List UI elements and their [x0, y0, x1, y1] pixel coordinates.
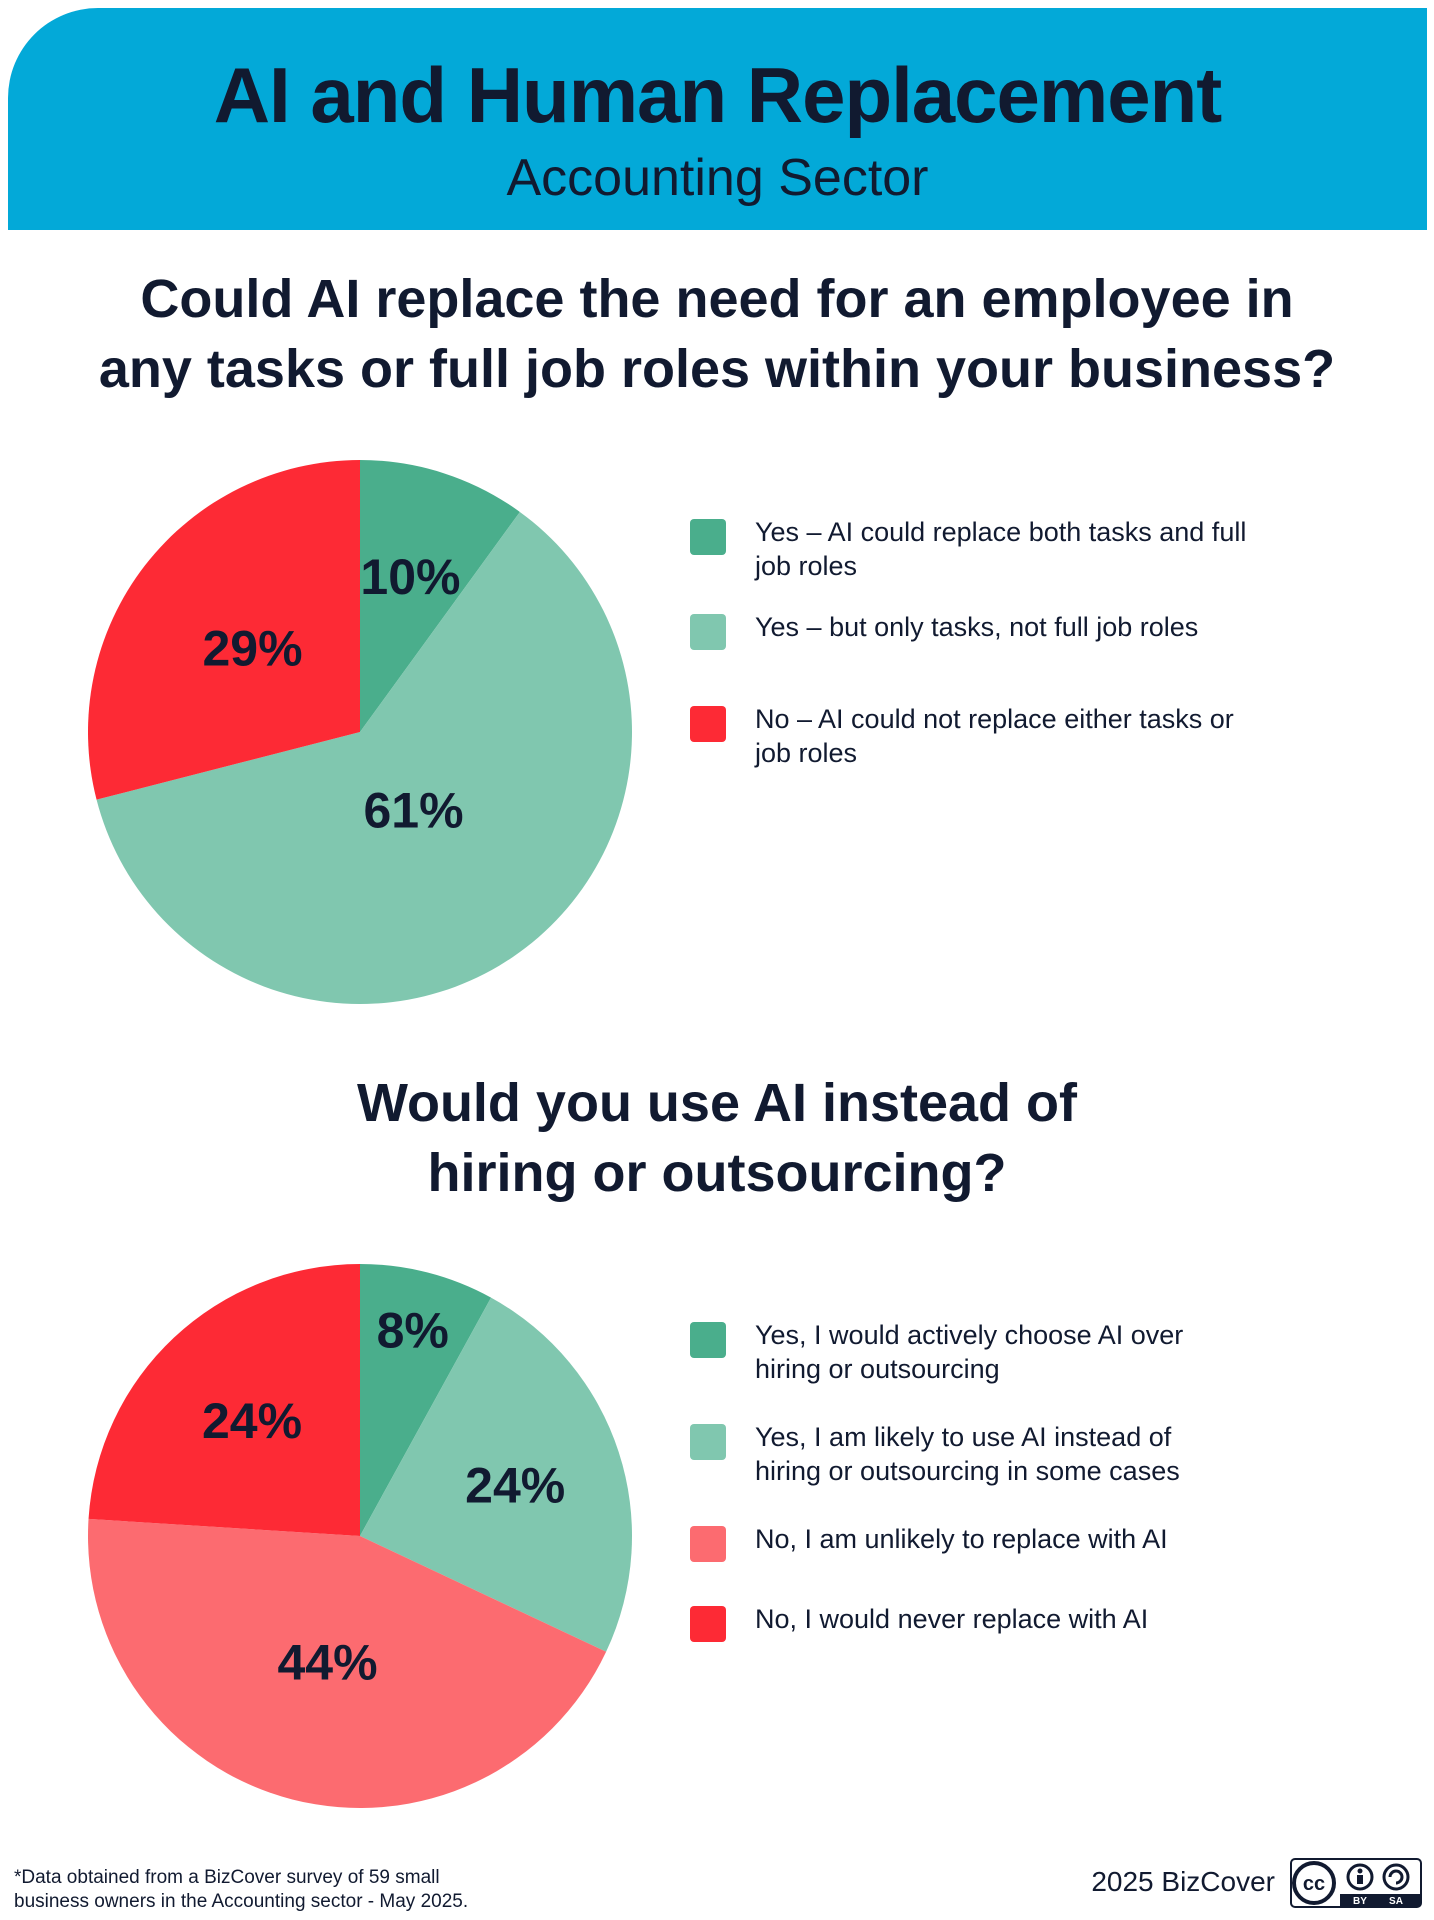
slice-data-label: 44% [277, 1634, 377, 1690]
legend-label: Yes, I would actively choose AI over hiri… [755, 1318, 1355, 1386]
page-subtitle: Accounting Sector [506, 149, 929, 207]
legend-label-line: No – AI could not replace either tasks o… [755, 704, 1234, 734]
cc-by-sa-icon: cc BY SA [1290, 1858, 1422, 1908]
footnote-line: *Data obtained from a BizCover survey of… [14, 1867, 440, 1888]
footnote-line: business owners in the Accounting sector… [14, 1891, 469, 1912]
legend-label-line: Yes, I would actively choose AI over [755, 1320, 1184, 1350]
legend-label-line: Yes – but only tasks, not full job roles [755, 612, 1199, 642]
slice-data-label: 10% [360, 549, 460, 605]
legend-label-line: job roles [755, 551, 858, 581]
chart-1-title-line: Could AI replace the need for an employe… [140, 269, 1294, 329]
header-banner: AI and Human Replacement Accounting Sect… [8, 8, 1427, 230]
pie-slice [360, 1297, 632, 1652]
pie-slice [87, 1518, 607, 1809]
legend-label-line: No, I would never replace with AI [755, 1604, 1149, 1634]
legend-label: No, I am unlikely to replace with AI [755, 1522, 1355, 1556]
pie-chart-2: 8% 24% 44% 24% [87, 1264, 632, 1809]
legend-label-line: hiring or outsourcing [755, 1354, 1000, 1384]
legend-label: No – AI could not replace either tasks o… [755, 702, 1355, 770]
legend-swatch [690, 1322, 726, 1358]
legend-label: Yes – but only tasks, not full job roles [755, 610, 1355, 644]
legend-label-line: Yes – AI could replace both tasks and fu… [755, 517, 1247, 547]
slice-data-label: 29% [202, 621, 302, 677]
by-label: BY [1353, 1896, 1367, 1907]
legend-swatch [690, 706, 726, 742]
slice-data-label: 61% [363, 783, 463, 839]
legend-swatch [690, 614, 726, 650]
chart-1-title-line: any tasks or full job roles within your … [98, 339, 1336, 399]
pie-slice [88, 1264, 360, 1536]
pie-slice [360, 1264, 492, 1536]
legend-label-line: Yes, I am likely to use AI instead of [755, 1422, 1172, 1452]
pie-slice [360, 460, 520, 732]
legend-label-line: No, I am unlikely to replace with AI [755, 1524, 1168, 1554]
pie-slice [96, 511, 632, 1004]
chart-2-title-line: hiring or outsourcing? [427, 1143, 1007, 1203]
chart-1-title: Could AI replace the need for an employe… [0, 264, 1434, 404]
legend-label: Yes – AI could replace both tasks and fu… [755, 515, 1355, 583]
slice-data-label: 8% [377, 1303, 449, 1359]
legend-label: No, I would never replace with AI [755, 1602, 1355, 1636]
legend-label-line: hiring or outsourcing in some cases [755, 1456, 1180, 1486]
page-title: AI and Human Replacement [213, 51, 1223, 139]
legend-swatch [690, 519, 726, 555]
legend-swatch [690, 1526, 726, 1562]
legend-swatch [690, 1606, 726, 1642]
cc-label: cc [1303, 1873, 1325, 1895]
slice-data-label: 24% [202, 1393, 302, 1449]
pie-slice [87, 460, 360, 800]
slice-data-label: 24% [465, 1458, 565, 1514]
pie-chart-1: 10% 61% 29% [87, 460, 632, 1004]
chart-2-title-line: Would you use AI instead of [356, 1073, 1078, 1133]
legend-swatch [690, 1424, 726, 1460]
chart-2-title: Would you use AI instead of hiring or ou… [0, 1068, 1434, 1208]
copyright-text: 2025 BizCover [1091, 1866, 1275, 1897]
footnote: *Data obtained from a BizCover survey of… [14, 1866, 574, 1914]
legend-label: Yes, I am likely to use AI instead of hir… [755, 1420, 1355, 1488]
sa-label: SA [1389, 1896, 1403, 1907]
legend-label-line: job roles [755, 738, 858, 768]
